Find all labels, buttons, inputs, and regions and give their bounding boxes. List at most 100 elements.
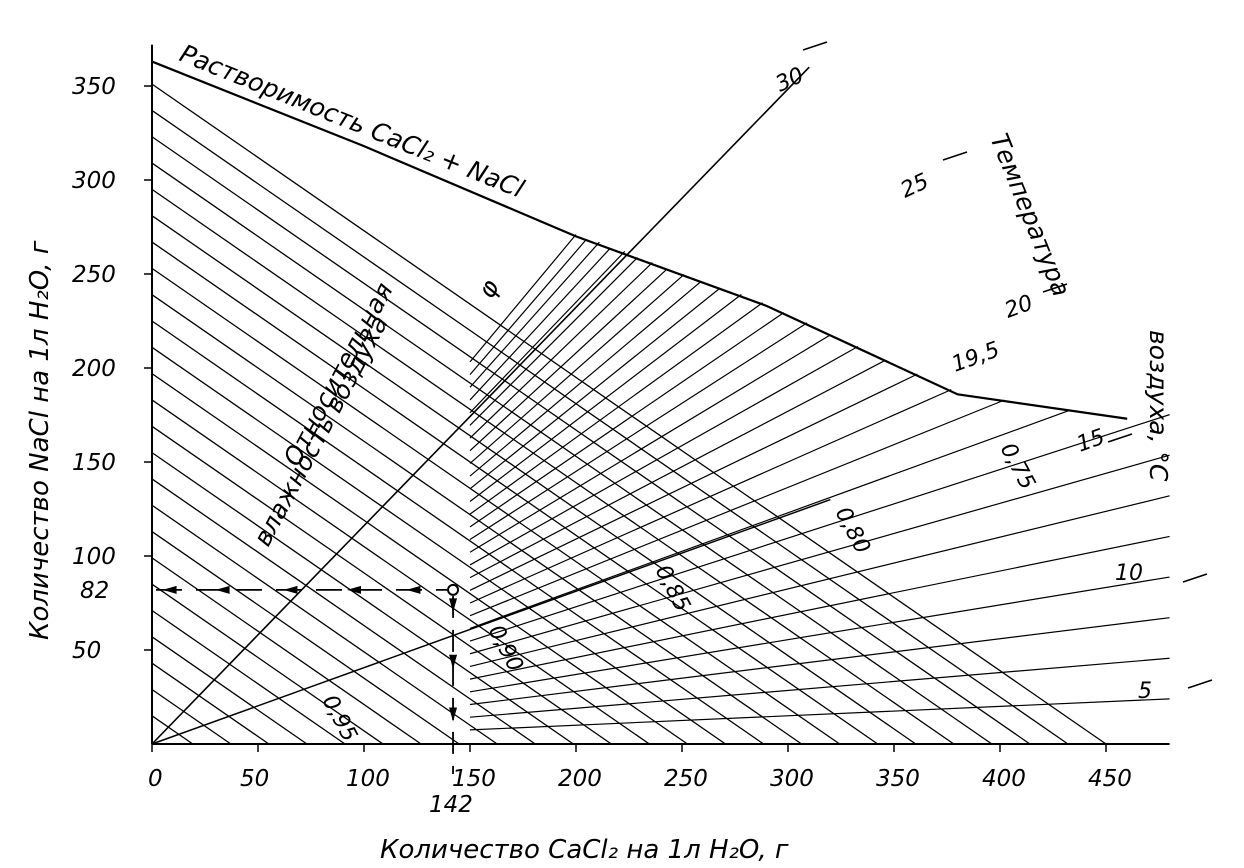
x-tick-label: 350 [876,766,920,792]
tick-labels: 0 50 100 150 200 250 300 350 400 450 50 100 150 200 25… [72,74,1132,818]
humidity-hatch-line [151,162,993,745]
arrow-down-icon [449,654,458,669]
humidity-hatch-line [151,399,650,745]
humidity-hatch-line [151,188,955,745]
temperature-fan-line [469,535,1170,680]
humidity-isoline-label: 0,75 [995,439,1040,494]
humidity-hatch-line [151,609,346,745]
arrow-left-icon [283,585,298,594]
humidity-hatch-line [151,373,688,745]
temperature-isoline-label: 15 [1074,425,1109,458]
humidity-hatch-line [151,320,764,745]
temperature-dash [1107,433,1133,443]
humidity-hatch-line [151,294,802,745]
humidity-hatch-line [151,531,460,745]
humidity-hatch-line [151,136,1031,745]
temperature-fan-line [469,250,626,414]
y-tick-label: 50 [72,638,101,664]
solubility-label: Растворимость CaCl₂ + NaCl [176,39,529,204]
temperature-fan-line [469,302,763,515]
example-y-label: 82 [80,578,109,604]
x-tick-label: 300 [770,766,814,792]
humidity-isoline-label: 0,85 [650,561,695,616]
temperature-label-line2: воздуха, °C [1144,330,1173,482]
humidity-hatch-line [151,83,1107,745]
isolines [151,41,1213,745]
temperature-fan-line [469,409,1071,629]
arrow-down-icon [449,707,458,722]
humidity-hatch-line [151,241,879,745]
temperature-fan-line [469,294,742,502]
x-tick-label: 200 [558,766,602,792]
temperature-dash [1182,573,1208,583]
x-axis-title: Количество CaCl₂ на 1л H₂O, г [380,835,789,865]
construction-line [151,498,831,745]
temperature-fan-line [469,241,600,388]
temperature-fan-line [469,698,1170,731]
temperature-fan-line [469,274,685,464]
annotations: 0,950,900,850,800,755101519,5202530Колич… [25,39,1173,865]
temperature-fan-line [469,359,886,579]
y-tick-label: 350 [72,74,116,100]
temperature-fan-line [469,268,668,452]
arrow-left-icon [406,585,421,594]
humidity-hatch-line [151,109,1069,745]
humidity-hatch-line [151,452,574,745]
humidity-hatch-line [151,662,270,745]
temperature-dash [802,41,828,51]
temperature-fan-line [469,322,808,541]
temperature-dash [942,151,968,161]
temperature-fan-line [469,312,785,528]
x-tick-label: 400 [982,766,1026,792]
humidity-label-phi: φ [472,274,506,303]
temperature-isoline-label: 25 [897,169,933,203]
temperature-fan-line [469,257,638,426]
x-tick-label: 50 [240,766,269,792]
temperature-isoline-label: 30 [772,63,808,97]
humidity-hatch-line [151,557,422,745]
temperature-fan-line [469,262,653,439]
x-tick-label: 150 [452,766,496,792]
temperature-fan-line [469,657,1170,718]
humidity-hatch-line [151,504,498,745]
temperature-fan-line [469,373,918,591]
arrow-left-icon [215,585,230,594]
temperature-fan-line [469,345,859,566]
temperature-isoline-label: 5 [1138,679,1152,704]
arrow-left-icon [162,585,177,594]
arrow-down-icon [449,598,458,613]
humidity-hatch-line [151,215,917,745]
temperature-dash [1187,679,1213,689]
temperature-fan-line [469,454,1170,655]
axes [144,44,1170,752]
humidity-hatch-line [151,267,841,745]
temperature-fan-line [469,334,831,553]
example-construction [156,583,460,774]
temperature-fan-line [469,280,702,477]
temperature-fan-line [469,617,1170,706]
humidity-hatch-line [151,583,384,745]
temperature-fan-line [469,576,1170,693]
example-x-label: 142 [429,792,473,818]
humidity-label-line2: влажность воздуха [248,311,394,551]
temperature-isoline-label: 19,5 [949,337,1004,377]
y-tick-label: 200 [72,356,116,382]
y-axis-title: Количество NaCl на 1л H₂O, г [25,240,55,640]
temperature-fan-line [469,248,611,401]
arrow-left-icon [347,585,362,594]
y-tick-label: 150 [72,450,116,476]
temperature-fan-line [469,414,1170,642]
humidity-hatch-line [151,688,232,745]
background-lines [151,83,1170,745]
temperature-dash [1042,283,1068,293]
humidity-hatch-line [151,425,612,745]
humidity-hatch-line [151,346,726,745]
temperature-isoline-label: 20 [1002,291,1037,324]
x-tick-label: 100 [346,766,390,792]
temperature-fan-line [469,399,1005,617]
y-tick-label: 100 [72,544,116,570]
temperature-label-line1: Температура [984,129,1076,300]
example-point [447,583,460,596]
y-tick-label: 250 [72,262,116,288]
